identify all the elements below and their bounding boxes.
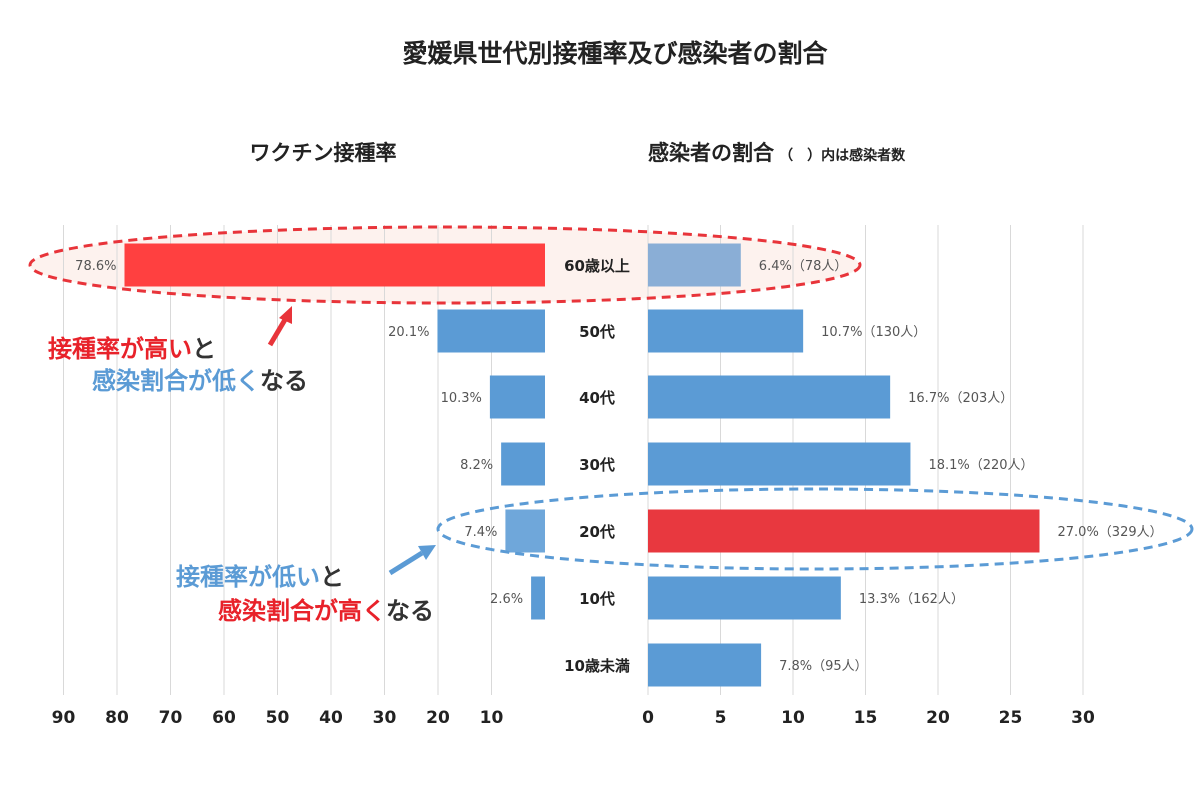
- annotation-bottom-segment: なる: [386, 597, 434, 625]
- right-bar: [648, 375, 891, 419]
- annotation-top-segment: 感染割合が低く: [92, 367, 260, 395]
- left-bar-data-label: 20.1%: [388, 325, 429, 340]
- right-bar-data-label: 7.8%（95人）: [779, 659, 868, 674]
- annotation-arrow-top-head: [279, 306, 292, 324]
- left-bar: [124, 243, 546, 287]
- right-panel-title: 感染者の割合: [648, 141, 775, 165]
- category-label: 30代: [579, 456, 615, 474]
- left-axis-tick-label: 80: [105, 708, 129, 728]
- right-axis-tick-label: 5: [715, 708, 727, 728]
- left-bar-data-label: 78.6%: [75, 259, 116, 274]
- category-label: 20代: [579, 523, 615, 541]
- category-label: 50代: [579, 323, 615, 341]
- left-bar: [501, 442, 545, 486]
- left-bar-data-label: 8.2%: [460, 458, 493, 473]
- left-axis-tick-label: 60: [212, 708, 236, 728]
- annotation-top-segment: 接種率が高い: [48, 335, 192, 363]
- left-axis-tick-label: 40: [319, 708, 343, 728]
- annotation-arrow-bottom-head: [418, 545, 436, 560]
- annotation-bottom-segment: 接種率が低い: [176, 563, 320, 591]
- right-axis-tick-label: 30: [1071, 708, 1095, 728]
- category-label: 40代: [579, 389, 615, 407]
- chart-title: 愛媛県世代別接種率及び感染者の割合: [402, 39, 828, 68]
- right-axis-tick-label: 25: [999, 708, 1023, 728]
- highlight-ellipse-bottom: [436, 487, 1194, 571]
- right-bar: [648, 509, 1040, 553]
- left-axis-tick-label: 10: [480, 708, 504, 728]
- left-axis-tick-label: 50: [266, 708, 290, 728]
- plot-area: 78.6% 20.1% 10.3% 8.2% 7.4% 2.6% 6.4%（78人） 10.7…: [28, 225, 1194, 728]
- left-axis-tick-label: 90: [52, 708, 76, 728]
- right-bar: [648, 576, 841, 620]
- left-bar-data-label: 10.3%: [441, 391, 482, 406]
- right-bar: [648, 243, 741, 287]
- left-axis-tick-label: 70: [159, 708, 183, 728]
- right-bar-data-label: 10.7%（130人）: [821, 325, 926, 340]
- right-bar-data-label: 27.0%（329人）: [1058, 525, 1163, 540]
- right-bar-data-label: 6.4%（78人）: [759, 259, 848, 274]
- right-bar-data-label: 16.7%（203人）: [908, 391, 1013, 406]
- right-bar: [648, 442, 911, 486]
- category-label: 60歳以上: [564, 257, 630, 275]
- left-bar: [437, 309, 545, 353]
- annotation-bottom-segment: 感染割合が高く: [218, 597, 386, 625]
- right-axis-tick-label: 10: [781, 708, 805, 728]
- right-axis-tick-label: 0: [642, 708, 654, 728]
- category-label: 10代: [579, 590, 615, 608]
- annotation-bottom-line: 感染割合が高くなる: [218, 597, 434, 625]
- left-bar: [489, 375, 545, 419]
- right-panel-subtitle: （ ）内は感染者数: [779, 147, 906, 164]
- right-bar: [648, 309, 804, 353]
- right-axis-tick-label: 20: [926, 708, 950, 728]
- left-axis-tick-label: 30: [373, 708, 397, 728]
- annotation-arrow-bottom-shaft: [388, 550, 424, 576]
- left-axis-tick-label: 20: [426, 708, 450, 728]
- annotation-top-segment: なる: [260, 367, 308, 395]
- right-bar-data-label: 18.1%（220人）: [928, 458, 1033, 473]
- right-bar-data-label: 13.3%（162人）: [859, 592, 964, 607]
- left-bar-data-label: 7.4%: [464, 525, 497, 540]
- left-panel-title: ワクチン接種率: [250, 141, 397, 165]
- annotation-top-segment: と: [192, 335, 216, 363]
- highlight-ellipse-top: [28, 225, 862, 305]
- annotation-bottom-line: 接種率が低いと: [176, 563, 344, 591]
- annotation-top-line: 接種率が高いと: [48, 335, 216, 363]
- left-bar-data-label: 2.6%: [490, 592, 523, 607]
- annotation-top-line: 感染割合が低くなる: [92, 367, 308, 395]
- category-label: 10歳未満: [564, 657, 630, 675]
- left-bar: [505, 509, 545, 553]
- right-axis-tick-label: 15: [854, 708, 878, 728]
- annotation-arrow-top-shaft: [267, 316, 289, 347]
- right-bar: [648, 643, 762, 687]
- left-bar: [531, 576, 545, 620]
- right-panel-title-group: 感染者の割合 （ ）内は感染者数: [648, 141, 906, 165]
- annotation-bottom-segment: と: [320, 563, 344, 591]
